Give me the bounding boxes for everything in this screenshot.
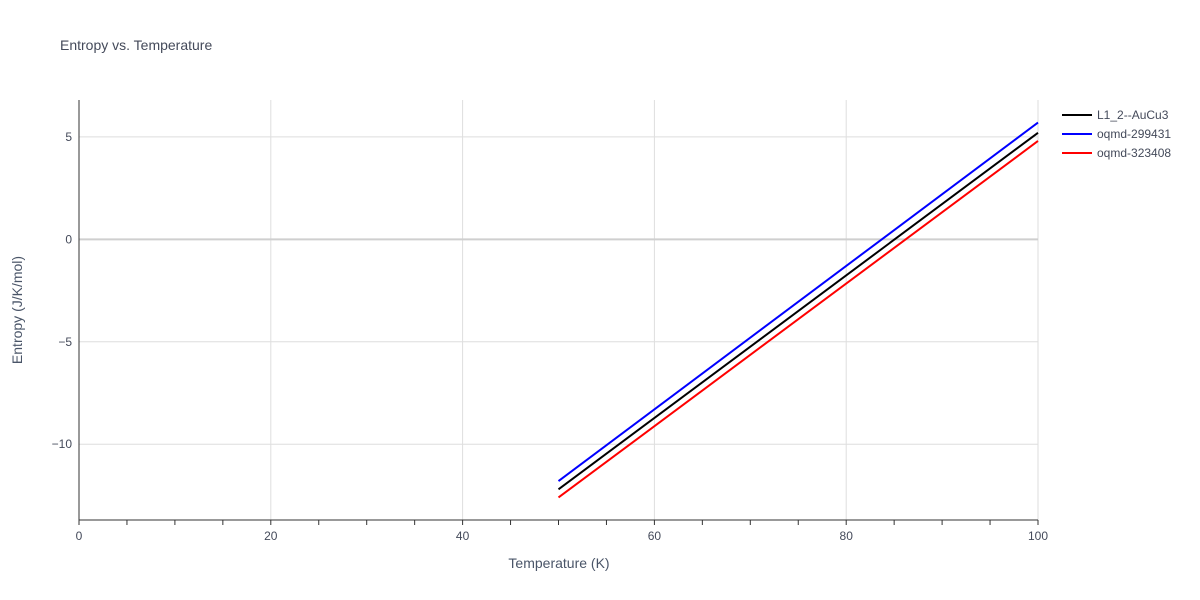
x-tick-label-0: 0 (76, 529, 83, 543)
legend-item-L1_2--AuCu3[interactable]: L1_2--AuCu3 (1062, 108, 1169, 122)
legend-label: oqmd-299431 (1097, 127, 1171, 141)
legend[interactable]: L1_2--AuCu3 oqmd-299431 oqmd-323408 (1062, 108, 1171, 160)
series-layer (557, 121, 1039, 499)
y-tick-label-2: 0 (65, 232, 72, 246)
x-tick-label-1: 20 (264, 529, 278, 543)
legend-item-oqmd-323408[interactable]: oqmd-323408 (1062, 146, 1171, 160)
y-tick-label-3: 5 (65, 130, 72, 144)
chart-title: Entropy vs. Temperature (60, 37, 212, 53)
series-line-L1_2--AuCu3[interactable] (557, 131, 1039, 491)
y-axis-title: Entropy (J/K/mol) (9, 256, 25, 364)
legend-item-oqmd-299431[interactable]: oqmd-299431 (1062, 127, 1171, 141)
x-axis-title: Temperature (K) (508, 555, 609, 571)
axes-layer: 0 20 40 60 80 100 −10 −5 0 5 (52, 100, 1048, 543)
y-tick-label-0: −10 (52, 437, 73, 451)
series-line-oqmd-299431[interactable] (557, 121, 1039, 482)
x-tick-label-2: 40 (456, 529, 470, 543)
y-tick-label-1: −5 (58, 335, 72, 349)
x-tick-label-5: 100 (1028, 529, 1048, 543)
series-line-oqmd-323408[interactable] (557, 140, 1039, 499)
legend-label: L1_2--AuCu3 (1097, 108, 1169, 122)
grid-layer (79, 100, 1039, 520)
legend-label: oqmd-323408 (1097, 146, 1171, 160)
x-tick-label-4: 80 (840, 529, 854, 543)
x-tick-label-3: 60 (648, 529, 662, 543)
